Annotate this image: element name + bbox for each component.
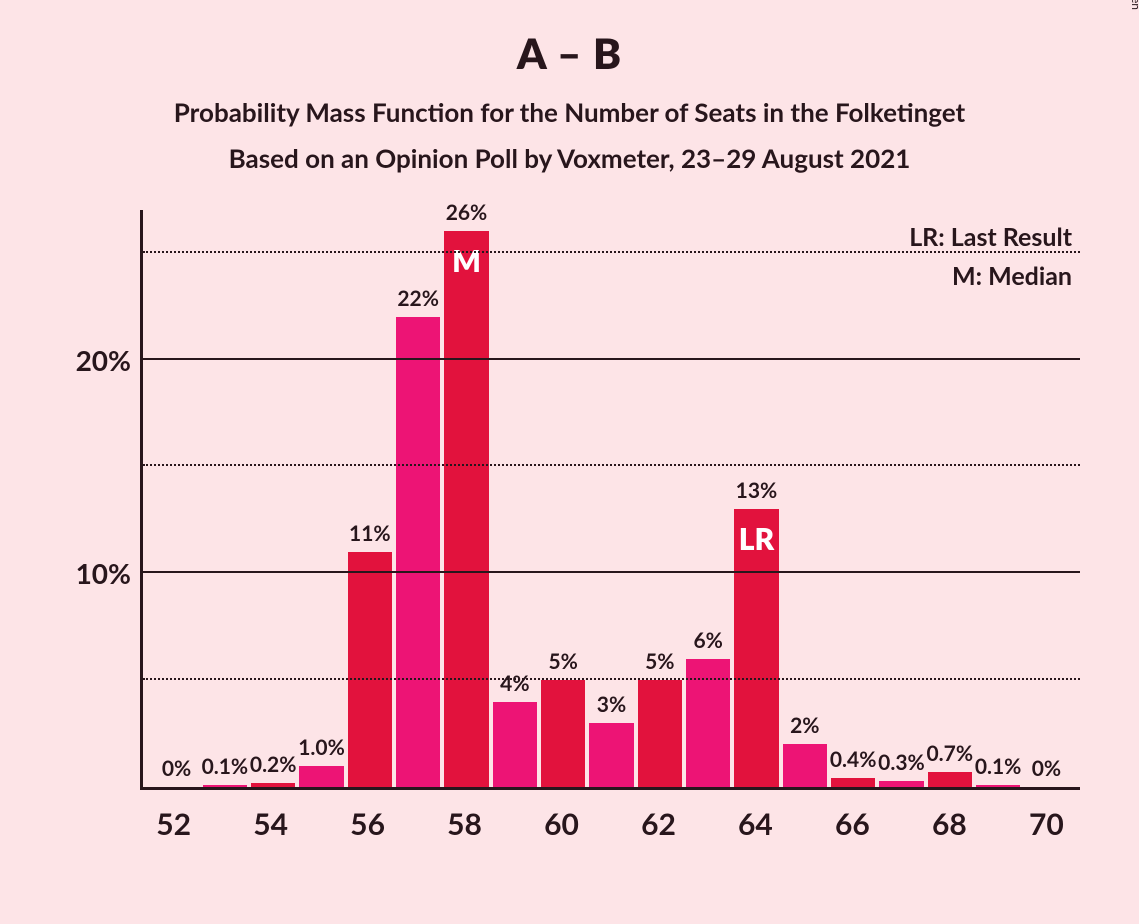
x-tick-label: 52	[156, 806, 191, 842]
bar: 1.0%	[299, 766, 343, 787]
bar: 2%	[783, 744, 827, 787]
main-title: A – B	[0, 28, 1139, 78]
chart-header: A – B Probability Mass Function for the …	[0, 0, 1139, 174]
bar: 0.2%	[251, 783, 295, 787]
x-tick-label: 66	[835, 806, 870, 842]
bar-value-label: 26%	[446, 200, 488, 225]
bar-value-label: 22%	[397, 286, 439, 311]
bar-marker-label: LR	[739, 521, 774, 557]
bar: 0.1%	[203, 785, 247, 787]
gridline	[143, 464, 1080, 466]
x-tick-label: 62	[641, 806, 676, 842]
gridline: 20%	[143, 358, 1080, 360]
bar: 0.7%	[928, 772, 972, 787]
bar: 22%	[396, 317, 440, 787]
bar: 26%M	[444, 231, 488, 787]
subtitle-line1: Probability Mass Function for the Number…	[0, 96, 1139, 128]
x-tick-label: 70	[1029, 806, 1064, 842]
bar: 3%	[589, 723, 633, 787]
y-tick-label: 20%	[76, 343, 131, 377]
bar-value-label: 0%	[1032, 756, 1061, 781]
x-tick-label: 58	[447, 806, 482, 842]
x-tick-label: 56	[350, 806, 385, 842]
copyright-text: © 2021 Filip van Laenen	[1129, 0, 1139, 10]
bar: 11%	[348, 552, 392, 787]
plot-area: LR: Last Result M: Median 0%0.1%0.2%1.0%…	[140, 210, 1080, 790]
bar-value-label: 0.7%	[927, 741, 974, 766]
bar-value-label: 3%	[597, 692, 626, 717]
y-tick-label: 10%	[76, 556, 131, 590]
bar-value-label: 0.4%	[830, 747, 877, 772]
bar-marker-label: M	[452, 243, 481, 279]
bar: 0.1%	[976, 785, 1020, 787]
bar-value-label: 0.2%	[250, 752, 297, 777]
bar-value-label: 6%	[693, 628, 722, 653]
bar: 13%LR	[734, 509, 778, 787]
bar-value-label: 0.1%	[202, 754, 249, 779]
bar-value-label: 5%	[548, 649, 577, 674]
gridline	[143, 678, 1080, 680]
subtitle-line2: Based on an Opinion Poll by Voxmeter, 23…	[0, 142, 1139, 174]
bar: 0.4%	[831, 778, 875, 787]
bar: 5%	[638, 680, 682, 787]
bars-container: 0%0.1%0.2%1.0%11%22%26%M4%5%3%5%6%13%LR2…	[143, 210, 1080, 787]
bar: 5%	[541, 680, 585, 787]
x-tick-label: 60	[544, 806, 579, 842]
x-tick-label: 54	[253, 806, 288, 842]
bar-value-label: 1.0%	[298, 735, 345, 760]
bar-value-label: 2%	[790, 713, 819, 738]
chart: LR: Last Result M: Median 0%0.1%0.2%1.0%…	[60, 210, 1080, 860]
bar: 0.3%	[879, 781, 923, 787]
x-axis: 52 54 56 58 60 62 64 66 68 70	[140, 790, 1080, 860]
gridline	[143, 251, 1080, 253]
bar-value-label: 0.1%	[975, 754, 1022, 779]
x-tick-label: 68	[932, 806, 967, 842]
bar-value-label: 5%	[645, 649, 674, 674]
bar-value-label: 4%	[500, 671, 529, 696]
bar-value-label: 11%	[349, 521, 391, 546]
bar: 4%	[493, 702, 537, 787]
bar-value-label: 13%	[736, 478, 778, 503]
gridline: 10%	[143, 571, 1080, 573]
bar-value-label: 0%	[162, 756, 191, 781]
x-tick-label: 64	[738, 806, 773, 842]
bar-value-label: 0.3%	[878, 750, 925, 775]
